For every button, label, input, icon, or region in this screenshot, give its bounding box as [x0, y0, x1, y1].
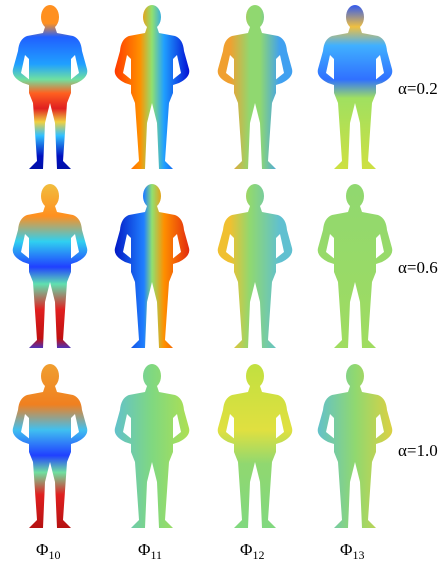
mesh [115, 5, 190, 169]
mesh-grid [13, 5, 393, 528]
mesh [13, 184, 88, 348]
symbol: Φ [138, 540, 150, 559]
symbol: Φ [36, 540, 48, 559]
mesh [13, 364, 88, 528]
column-label: Φ13 [340, 540, 364, 562]
mesh [13, 5, 88, 169]
mesh [318, 364, 393, 528]
column-label: Φ12 [240, 540, 264, 562]
figure: α=0.2 α=0.6 α=1.0 Φ10 Φ11 Φ12 Φ13 [0, 0, 446, 564]
row-label: α=1.0 [398, 441, 438, 460]
mesh [115, 184, 190, 348]
row-label: α=0.6 [398, 258, 438, 277]
subscript: 13 [352, 548, 364, 562]
column-label: Φ10 [36, 540, 60, 562]
mesh [115, 364, 190, 528]
mesh [218, 364, 293, 528]
symbol: Φ [340, 540, 352, 559]
subscript: 10 [48, 548, 60, 562]
mesh [218, 5, 293, 169]
subscript: 12 [252, 548, 264, 562]
subscript: 11 [150, 548, 162, 562]
mesh [218, 184, 293, 348]
symbol: Φ [240, 540, 252, 559]
mesh [318, 5, 393, 169]
row-label: α=0.2 [398, 79, 438, 98]
mesh [318, 184, 393, 348]
column-label: Φ11 [138, 540, 162, 562]
